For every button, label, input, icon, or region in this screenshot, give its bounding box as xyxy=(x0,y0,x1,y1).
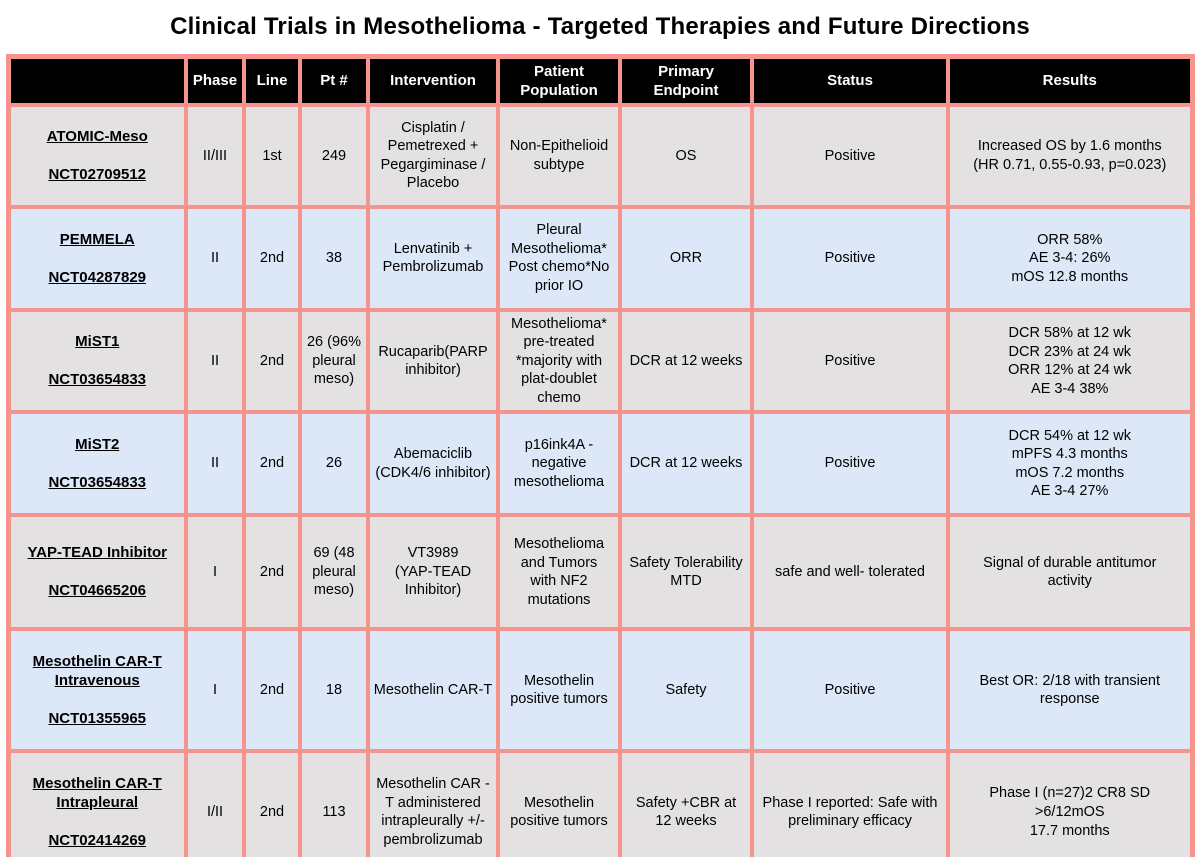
cell-endpoint: Safety Tolerability MTD xyxy=(618,513,754,632)
cell-trial: YAP-TEAD Inhibitor NCT04665206 xyxy=(6,513,188,632)
cell-trial: Mesothelin CAR-T Intravenous NCT01355965 xyxy=(6,627,188,754)
cell-results: DCR 58% at 12 wk DCR 23% at 24 wk ORR 12… xyxy=(946,307,1194,415)
trial-nct-link[interactable]: NCT04665206 xyxy=(48,582,147,600)
table-row: Mesothelin CAR-T Intravenous NCT01355965… xyxy=(6,627,1194,754)
cell-population: p16ink4A - negative mesothelioma xyxy=(496,410,622,518)
cell-status: Positive xyxy=(750,410,950,518)
cell-pt: 69 (48 pleural meso) xyxy=(298,513,370,632)
cell-line: 2nd xyxy=(242,307,302,415)
table-row: MiST1 NCT03654833 II 2nd 26 (96% pleural… xyxy=(6,307,1194,415)
cell-phase: II xyxy=(184,410,246,518)
cell-results: DCR 54% at 12 wk mPFS 4.3 months mOS 7.2… xyxy=(946,410,1194,518)
table-row: PEMMELA NCT04287829 II 2nd 38 Lenvatinib… xyxy=(6,205,1194,312)
cell-status: Positive xyxy=(750,102,950,210)
cell-results: Phase I (n=27)2 CR8 SD >6/12mOS 17.7 mon… xyxy=(946,749,1194,857)
cell-intervention: Mesothelin CAR-T xyxy=(366,627,500,754)
cell-population: Mesothelin positive tumors xyxy=(496,749,622,857)
trial-name-link[interactable]: YAP-TEAD Inhibitor xyxy=(27,544,167,562)
cell-phase: I xyxy=(184,627,246,754)
trial-nct-link[interactable]: NCT04287829 xyxy=(48,268,147,286)
cell-intervention: VT3989 (YAP-TEAD Inhibitor) xyxy=(366,513,500,632)
trial-name-link[interactable]: ATOMIC-Meso xyxy=(46,128,148,146)
cell-pt: 113 xyxy=(298,749,370,857)
cell-intervention: Abemaciclib (CDK4/6 inhibitor) xyxy=(366,410,500,518)
cell-trial: Mesothelin CAR-T Intrapleural NCT0241426… xyxy=(6,749,188,857)
cell-status: Positive xyxy=(750,307,950,415)
header-intervention: Intervention xyxy=(366,54,500,107)
cell-line: 1st xyxy=(242,102,302,210)
trial-nct-link[interactable]: NCT02709512 xyxy=(48,166,147,184)
cell-status: safe and well- tolerated xyxy=(750,513,950,632)
cell-results: ORR 58% AE 3-4: 26% mOS 12.8 months xyxy=(946,205,1194,312)
header-row: Phase Line Pt # Intervention Patient Pop… xyxy=(6,54,1194,107)
header-phase: Phase xyxy=(184,54,246,107)
cell-line: 2nd xyxy=(242,410,302,518)
cell-endpoint: Safety xyxy=(618,627,754,754)
cell-line: 2nd xyxy=(242,513,302,632)
table-row: Mesothelin CAR-T Intrapleural NCT0241426… xyxy=(6,749,1194,857)
header-pt: Pt # xyxy=(298,54,370,107)
cell-endpoint: DCR at 12 weeks xyxy=(618,410,754,518)
trial-name-link[interactable]: MiST1 xyxy=(75,333,120,351)
cell-intervention: Cisplatin / Pemetrexed + Pegargiminase /… xyxy=(366,102,500,210)
clinical-trials-table: Phase Line Pt # Intervention Patient Pop… xyxy=(5,54,1195,857)
trial-name-link[interactable]: Mesothelin CAR-T Intravenous xyxy=(32,652,162,690)
cell-status: Phase I reported: Safe with preliminary … xyxy=(750,749,950,857)
cell-pt: 249 xyxy=(298,102,370,210)
cell-intervention: Lenvatinib + Pembrolizumab xyxy=(366,205,500,312)
cell-phase: II xyxy=(184,307,246,415)
page-title: Clinical Trials in Mesothelioma - Target… xyxy=(170,13,1030,40)
cell-population: Mesothelin positive tumors xyxy=(496,627,622,754)
cell-population: Pleural Mesothelioma* Post chemo*No prio… xyxy=(496,205,622,312)
trial-nct-link[interactable]: NCT02414269 xyxy=(48,832,147,850)
header-line: Line xyxy=(242,54,302,107)
table-row: MiST2 NCT03654833 II 2nd 26 Abemaciclib … xyxy=(6,410,1194,518)
cell-status: Positive xyxy=(750,627,950,754)
cell-population: Mesothelioma and Tumors with NF2 mutatio… xyxy=(496,513,622,632)
cell-intervention: Mesothelin CAR - T administered intraple… xyxy=(366,749,500,857)
table-row: YAP-TEAD Inhibitor NCT04665206 I 2nd 69 … xyxy=(6,513,1194,632)
header-population: Patient Population xyxy=(496,54,622,107)
cell-endpoint: ORR xyxy=(618,205,754,312)
cell-phase: I xyxy=(184,513,246,632)
cell-results: Signal of durable antitumor activity xyxy=(946,513,1194,632)
cell-trial: MiST2 NCT03654833 xyxy=(6,410,188,518)
cell-line: 2nd xyxy=(242,205,302,312)
cell-status: Positive xyxy=(750,205,950,312)
cell-endpoint: Safety +CBR at 12 weeks xyxy=(618,749,754,857)
cell-pt: 18 xyxy=(298,627,370,754)
cell-trial: MiST1 NCT03654833 xyxy=(6,307,188,415)
cell-phase: I/II xyxy=(184,749,246,857)
cell-pt: 26 (96% pleural meso) xyxy=(298,307,370,415)
cell-phase: II/III xyxy=(184,102,246,210)
header-trial xyxy=(6,54,188,107)
cell-pt: 38 xyxy=(298,205,370,312)
cell-results: Best OR: 2/18 with transient response xyxy=(946,627,1194,754)
cell-intervention: Rucaparib(PARP inhibitor) xyxy=(366,307,500,415)
header-status: Status xyxy=(750,54,950,107)
cell-endpoint: DCR at 12 weeks xyxy=(618,307,754,415)
header-endpoint: Primary Endpoint xyxy=(618,54,754,107)
cell-line: 2nd xyxy=(242,749,302,857)
table-row: ATOMIC-Meso NCT02709512 II/III 1st 249 C… xyxy=(6,102,1194,210)
cell-population: Non-Epithelioid subtype xyxy=(496,102,622,210)
cell-line: 2nd xyxy=(242,627,302,754)
trial-nct-link[interactable]: NCT01355965 xyxy=(48,710,147,728)
cell-trial: PEMMELA NCT04287829 xyxy=(6,205,188,312)
trial-name-link[interactable]: MiST2 xyxy=(75,435,120,453)
trial-nct-link[interactable]: NCT03654833 xyxy=(48,371,147,389)
header-results: Results xyxy=(946,54,1194,107)
trial-name-link[interactable]: PEMMELA xyxy=(59,230,135,248)
cell-population: Mesothelioma* pre-treated *majority with… xyxy=(496,307,622,415)
cell-results: Increased OS by 1.6 months (HR 0.71, 0.5… xyxy=(946,102,1194,210)
cell-phase: II xyxy=(184,205,246,312)
cell-trial: ATOMIC-Meso NCT02709512 xyxy=(6,102,188,210)
trial-name-link[interactable]: Mesothelin CAR-T Intrapleural xyxy=(32,774,162,812)
cell-endpoint: OS xyxy=(618,102,754,210)
trial-nct-link[interactable]: NCT03654833 xyxy=(48,474,147,492)
cell-pt: 26 xyxy=(298,410,370,518)
